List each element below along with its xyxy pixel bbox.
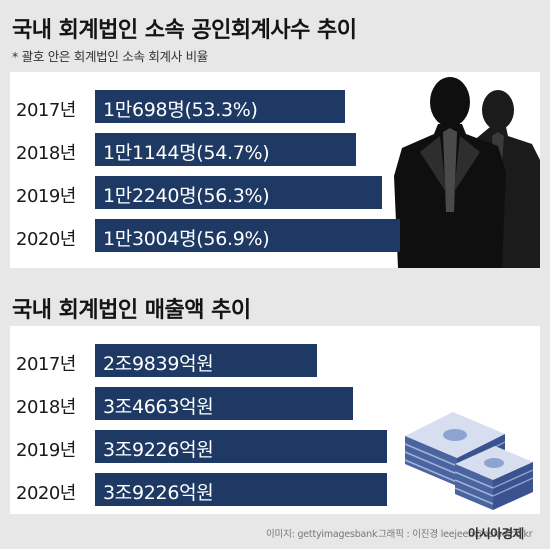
chart2-title: 국내 회계법인 매출액 추이 <box>12 298 251 323</box>
bar <box>95 176 382 209</box>
year-label: 2020년 <box>16 229 76 250</box>
bar-value-label: 3조9226억원 <box>103 439 214 461</box>
bar <box>95 473 387 506</box>
bar-value-label: 1만698명(53.3%) <box>103 99 258 121</box>
businessmen-silhouette-icon <box>394 77 540 268</box>
bar-value-label: 2조9839억원 <box>103 353 214 375</box>
year-label: 2019년 <box>16 186 76 207</box>
chart1-panel: 2017년 1만698명(53.3%) 2018년 1만1144명(54.7%) 201… <box>10 72 540 268</box>
bar-value-label: 1만2240명(56.3%) <box>103 185 270 207</box>
bar-value-label: 3조9226억원 <box>103 482 214 504</box>
year-label: 2018년 <box>16 397 76 418</box>
bar <box>95 133 356 166</box>
year-label: 2017년 <box>16 354 76 375</box>
graphic-credit: 그래픽 : 이진경 leejeen@asiae.co.kr <box>378 529 533 540</box>
year-label: 2019년 <box>16 440 76 461</box>
image-credit: 이미지: gettyimagesbank <box>266 529 378 540</box>
money-stack-icon <box>404 412 534 510</box>
year-label: 2018년 <box>16 143 76 164</box>
bar <box>95 387 353 420</box>
chart1-title: 국내 회계법인 소속 공인회계사수 추이 <box>12 18 357 43</box>
bar-value-label: 1만3004명(56.9%) <box>103 228 270 250</box>
bar-value-label: 1만1144명(54.7%) <box>103 142 270 164</box>
chart1-note: * 괄호 안은 회계법인 소속 회계사 비율 <box>12 49 208 64</box>
bar <box>95 90 345 123</box>
year-label: 2017년 <box>16 100 76 121</box>
chart2-panel: 2017년 2조9839억원 2018년 3조4663억원 2019년 3조9226억원 2… <box>10 326 540 514</box>
bar <box>95 344 317 377</box>
bar <box>95 430 387 463</box>
bar-value-label: 3조4663억원 <box>103 396 214 418</box>
bar <box>95 219 400 252</box>
year-label: 2020년 <box>16 483 76 504</box>
brand-logo: 아시아경제 <box>468 526 525 541</box>
